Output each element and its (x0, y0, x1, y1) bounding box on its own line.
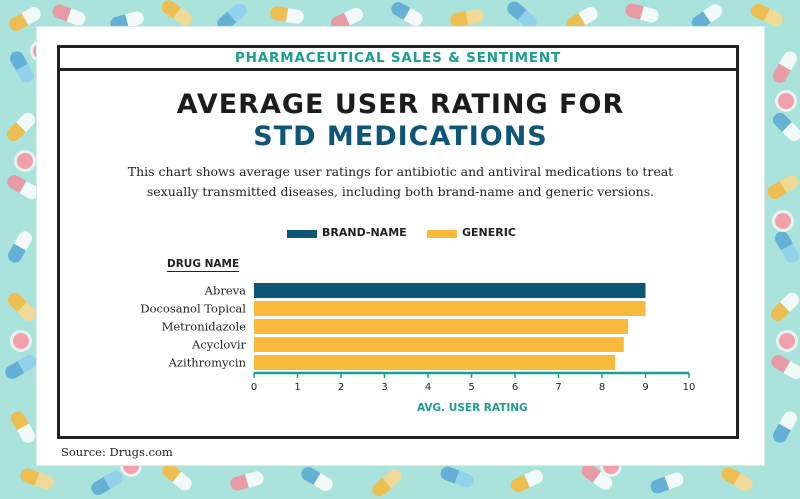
bar-docosanol-topical (254, 301, 646, 316)
tablet-decoration (776, 330, 798, 352)
category-label: Acyclovir (191, 338, 246, 352)
pill-decoration (2, 352, 40, 382)
title-line-2: STD MEDICATIONS (253, 121, 548, 152)
chart-legend: BRAND-NAME GENERIC (37, 225, 764, 241)
source-label: Source: (61, 445, 106, 459)
pill-decoration (768, 290, 800, 324)
pill-decoration (748, 1, 786, 29)
bar-azithromycin (254, 355, 616, 370)
x-tick-label: 10 (683, 382, 696, 393)
x-tick-label: 1 (294, 382, 300, 393)
pill-decoration (228, 469, 266, 493)
pill-decoration (718, 464, 756, 494)
pill-decoration (8, 408, 38, 446)
pill-decoration (5, 228, 35, 266)
legend-swatch-generic (427, 230, 457, 238)
title-line-1: AVERAGE USER RATING FOR (176, 89, 625, 120)
category-banner: PHARMACEUTICAL SALES & SENTIMENT (57, 45, 739, 71)
pill-decoration (159, 460, 195, 494)
pill-decoration (388, 0, 426, 29)
pill-decoration (298, 464, 336, 494)
x-tick-label: 9 (642, 382, 648, 393)
chart-description: This chart shows average user ratings fo… (127, 164, 674, 199)
legend-label-brand: BRAND-NAME (322, 226, 407, 239)
bar-abreva (254, 283, 646, 298)
category-label: Azithromycin (168, 356, 247, 370)
x-tick-label: 0 (251, 382, 257, 393)
pill-decoration (159, 0, 195, 29)
category-axis-header: DRUG NAME (167, 258, 240, 272)
pill-decoration (772, 228, 800, 266)
pill-decoration (438, 464, 476, 490)
pill-decoration (648, 470, 686, 496)
legend-label-generic: GENERIC (462, 226, 516, 239)
pill-decoration (508, 467, 546, 495)
pill-decoration (5, 290, 39, 324)
bar-chart: Abreva Docosanol Topical Metronidazole Acyc… (140, 283, 696, 393)
bar-acyclovir (254, 337, 624, 352)
x-axis-title: AVG. USER RATING (417, 402, 528, 414)
content-frame (57, 71, 739, 439)
pill-decoration (623, 1, 661, 25)
pill-decoration (770, 110, 800, 144)
pill-decoration (50, 2, 88, 28)
pill-decoration (369, 466, 405, 499)
pill-decoration (88, 468, 126, 498)
infographic-card: PHARMACEUTICAL SALES & SENTIMENT AVERAGE… (37, 27, 764, 465)
pill-decoration (449, 8, 485, 28)
x-tick-label: 8 (599, 382, 605, 393)
x-tick-label: 5 (468, 382, 474, 393)
category-label: Metronidazole (162, 320, 247, 334)
source-name: Drugs.com (109, 445, 173, 459)
bar-metronidazole (254, 319, 629, 334)
tablet-decoration (14, 150, 36, 172)
x-tick-label: 6 (512, 382, 518, 393)
x-tick-label: 7 (555, 382, 561, 393)
pill-decoration (770, 48, 800, 86)
pill-decoration (4, 110, 38, 144)
pill-decoration (269, 5, 305, 25)
category-label: Docosanol Topical (140, 302, 246, 316)
category-label: Abreva (204, 284, 246, 298)
pill-decoration (770, 408, 800, 446)
pill-decoration (4, 172, 42, 202)
legend-swatch-brand (287, 230, 317, 238)
x-tick-label: 4 (425, 382, 431, 393)
pill-decoration (18, 466, 56, 492)
tablet-decoration (775, 90, 797, 112)
tablet-decoration (10, 330, 32, 352)
tablet-decoration (772, 210, 794, 232)
pill-decoration (768, 352, 800, 382)
x-tick-label: 3 (381, 382, 387, 393)
pill-decoration (764, 172, 800, 202)
x-tick-label: 2 (338, 382, 344, 393)
source-credit: Source: Drugs.com (61, 445, 173, 459)
